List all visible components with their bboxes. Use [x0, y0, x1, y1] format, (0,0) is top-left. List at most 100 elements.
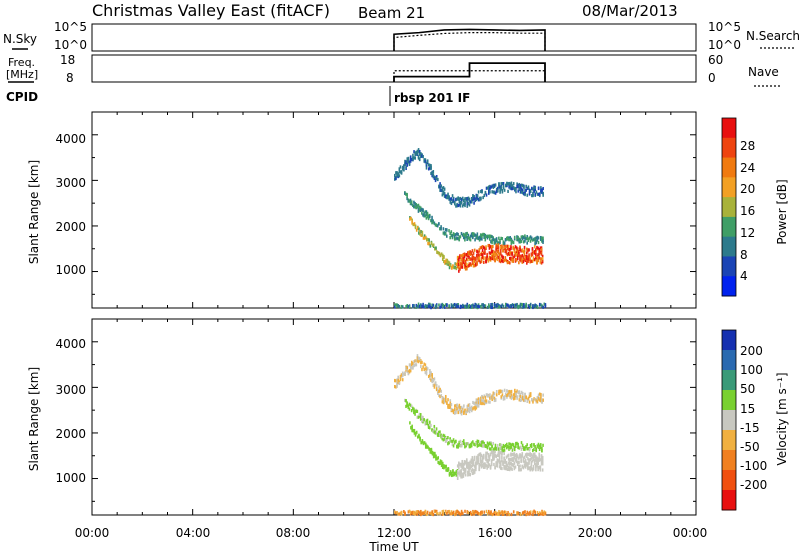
power-data-cell — [410, 200, 413, 204]
vel-data-cell — [485, 399, 488, 403]
vel-data-cell — [519, 445, 522, 449]
vel-data-cell — [510, 396, 513, 400]
vel-data-cell — [542, 393, 544, 397]
vel-data-cell — [432, 451, 435, 456]
vel-data-cell — [501, 451, 503, 455]
vel-data-cell — [423, 418, 425, 422]
vel-data-cell — [409, 366, 412, 370]
power-data-cell — [473, 197, 475, 201]
power-data-cell — [489, 186, 491, 191]
power-data-cell — [480, 189, 482, 194]
power-data-cell — [484, 235, 487, 240]
power-data-cell — [510, 246, 512, 251]
vel-data-cell — [538, 458, 541, 462]
power-data-cell — [416, 304, 419, 308]
vel-data-cell — [520, 390, 523, 394]
vel-data-cell — [482, 444, 484, 448]
power-data-cell — [501, 246, 503, 250]
vel-data-cell — [519, 394, 522, 399]
power-data-cell — [460, 201, 463, 205]
vel-data-cell — [535, 398, 538, 402]
power-data-cell — [444, 232, 447, 236]
vel-data-cell — [540, 462, 543, 466]
power-data-cell — [438, 251, 441, 255]
vel-data-cell — [520, 454, 522, 458]
vel-data-cell — [446, 468, 449, 473]
power-data-cell — [462, 236, 465, 240]
vel-data-cell — [469, 510, 472, 515]
vel-data-cell — [404, 372, 406, 376]
vel-data-cell — [429, 448, 432, 452]
power-data-cell — [495, 237, 498, 241]
vel-data-cell — [535, 447, 538, 451]
power-data-cell — [461, 265, 464, 269]
power-data-cell — [440, 225, 442, 229]
power-data-cell — [529, 257, 531, 261]
vel-data-cell — [407, 372, 410, 376]
power-cbar-tick-16: 16 — [740, 204, 755, 218]
vel-data-cell — [416, 354, 419, 358]
power-data-cell — [427, 217, 430, 221]
vel-data-cell — [465, 465, 468, 469]
power-data-cell — [499, 252, 502, 256]
power-data-cell — [431, 218, 433, 223]
vel-data-cell — [535, 454, 537, 458]
vel-data-cell — [469, 407, 472, 411]
power-data-cell — [423, 236, 426, 240]
power-data-cell — [468, 251, 470, 256]
power-data-cell — [481, 253, 484, 257]
vel-data-cell — [455, 470, 458, 474]
vel-data-cell — [476, 401, 479, 405]
vel-data-cell — [464, 467, 467, 472]
power-data-cell — [521, 237, 524, 241]
vel-data-cell — [482, 440, 484, 444]
vel-data-cell — [485, 509, 488, 514]
vel-data-cell — [398, 512, 401, 516]
vel-data-cell — [445, 468, 447, 472]
power-data-cell — [468, 197, 471, 201]
power-colorbar-segment — [722, 216, 736, 238]
power-data-cell — [497, 186, 499, 190]
power-data-cell — [423, 214, 425, 218]
power-data-cell — [401, 167, 404, 171]
vel-data-cell — [418, 414, 421, 418]
power-data-cell — [465, 252, 468, 257]
power-data-cell — [528, 253, 530, 257]
power-data-cell — [456, 255, 459, 260]
power-data-cell — [497, 302, 499, 307]
vel-data-cell — [509, 468, 511, 472]
vel-data-cell — [447, 405, 449, 409]
power-data-cell — [394, 305, 396, 309]
power-data-cell — [424, 160, 427, 164]
power-data-cell — [483, 232, 485, 237]
vel-data-cell — [470, 460, 473, 465]
vel-data-cell — [430, 450, 433, 455]
vel-data-cell — [470, 444, 473, 448]
power-data-cell — [473, 263, 476, 268]
vel-data-cell — [505, 466, 508, 471]
power-data-cell — [439, 254, 442, 258]
power-data-cell — [476, 232, 479, 236]
power-data-cell — [444, 228, 447, 232]
power-data-cell — [471, 304, 473, 308]
power-data-cell — [525, 256, 528, 260]
power-data-cell — [462, 232, 465, 236]
vel-data-cell — [477, 401, 480, 405]
power-data-cell — [521, 303, 524, 307]
power-data-cell — [537, 236, 540, 240]
power-data-cell — [456, 236, 458, 240]
power-data-cell — [409, 198, 412, 202]
power-data-cell — [398, 167, 401, 171]
vel-data-cell — [409, 369, 412, 373]
vel-data-cell — [455, 404, 457, 408]
vel-data-cell — [501, 389, 504, 393]
vel-data-cell — [472, 459, 475, 463]
power-data-cell — [430, 166, 432, 171]
power-data-cell — [472, 259, 475, 264]
power-data-cell — [493, 255, 495, 260]
vel-data-cell — [482, 465, 485, 469]
vel-data-cell — [460, 444, 463, 448]
freq-right-tick-bottom: 0 — [708, 71, 716, 85]
power-data-cell — [408, 162, 411, 167]
vel-data-cell — [413, 407, 415, 411]
